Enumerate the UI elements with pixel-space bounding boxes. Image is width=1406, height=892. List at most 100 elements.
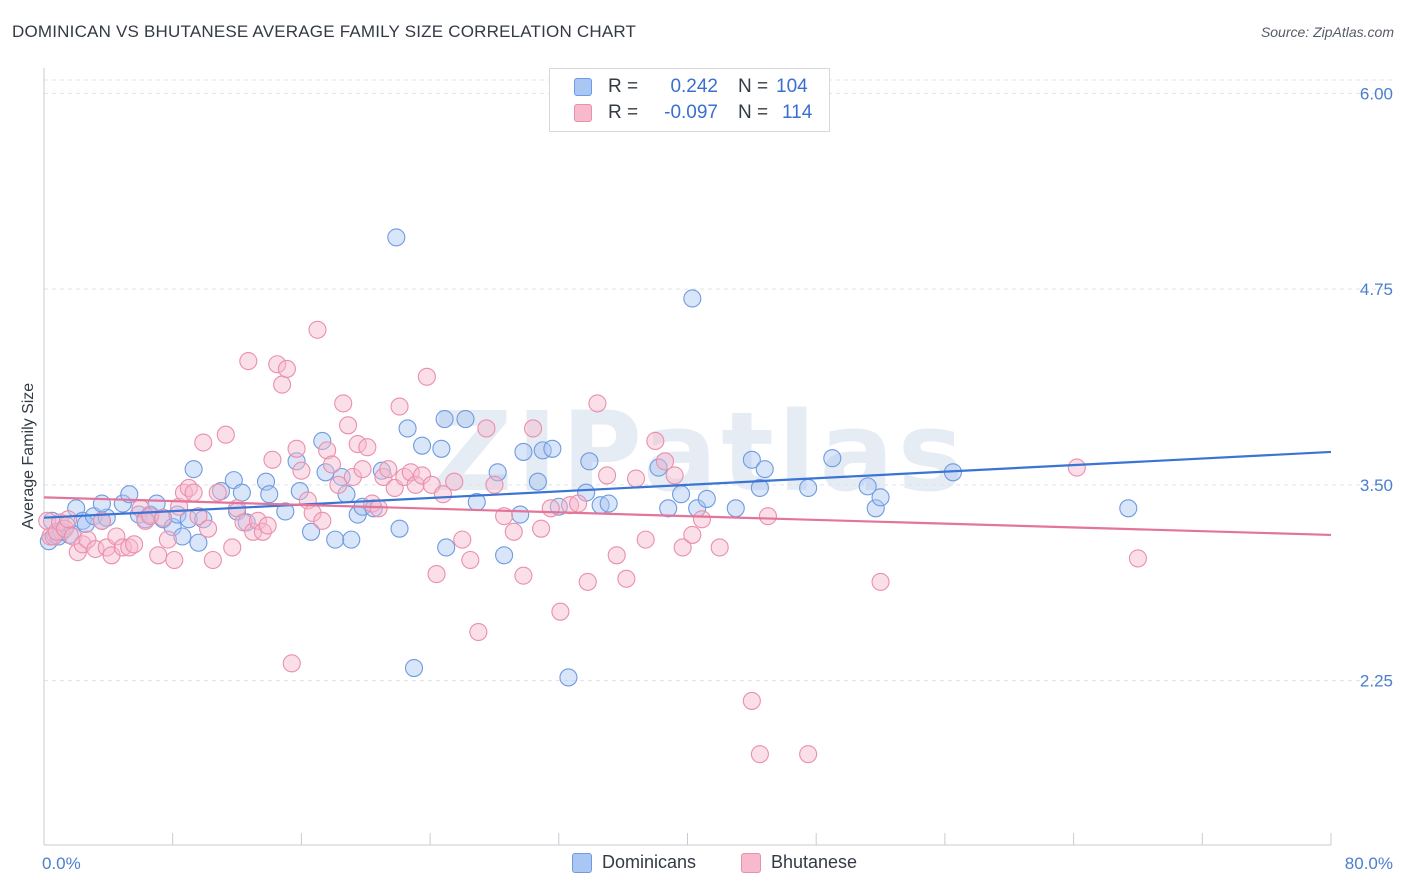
data-point: [469, 622, 488, 642]
data-point: [107, 527, 126, 546]
data-point: [353, 460, 372, 479]
data-point: [292, 461, 311, 480]
data-point: [697, 489, 716, 508]
data-point: [692, 510, 712, 529]
data-point: [404, 658, 424, 678]
data-point: [636, 530, 655, 549]
series-legend-dominicans: Dominicans: [572, 852, 696, 873]
data-point: [750, 745, 769, 764]
data-point: [823, 449, 842, 468]
data-point: [59, 510, 78, 529]
data-point: [742, 691, 761, 710]
data-point: [758, 507, 777, 526]
legend-row-bhutanese: R = -0.097 N = 114: [574, 101, 812, 125]
data-point: [750, 478, 769, 498]
data-point: [379, 460, 398, 479]
data-point: [871, 572, 890, 591]
data-point: [287, 452, 306, 471]
data-point: [329, 475, 348, 494]
data-point: [125, 535, 144, 554]
data-point: [871, 488, 890, 507]
data-point: [673, 538, 692, 557]
data-point: [318, 441, 337, 460]
data-point: [211, 482, 231, 501]
data-point: [514, 442, 533, 461]
data-point: [287, 439, 306, 458]
data-point: [277, 359, 296, 378]
data-point: [313, 511, 332, 530]
data-point: [120, 485, 139, 504]
data-point: [683, 525, 702, 544]
data-point: [223, 538, 242, 557]
data-point: [302, 522, 321, 541]
correlation-legend: R = 0.242 N = 104 R = -0.097 N = 114: [549, 68, 830, 132]
data-point: [799, 745, 818, 764]
watermark: ZIPatlas: [433, 388, 968, 516]
data-point: [417, 367, 436, 386]
data-point: [514, 566, 533, 585]
data-point: [453, 530, 472, 549]
data-point: [199, 519, 218, 538]
data-point: [528, 472, 547, 491]
legend-r-value: -0.097: [664, 102, 718, 123]
data-point: [92, 494, 111, 513]
x-tick-label: 0.0%: [42, 854, 81, 873]
data-point: [569, 494, 588, 513]
data-point: [543, 439, 562, 458]
data-point: [655, 452, 675, 471]
data-point: [532, 519, 551, 538]
data-point: [598, 466, 617, 485]
data-point: [578, 572, 597, 591]
y-axis-label: Average Family Size: [20, 383, 37, 530]
data-point: [234, 513, 253, 532]
data-point: [184, 483, 203, 502]
data-point: [495, 546, 514, 565]
data-point: [258, 516, 277, 535]
series-legend: Dominicans Bhutanese: [0, 852, 1406, 878]
data-point: [189, 507, 208, 526]
data-point: [372, 461, 391, 480]
data-point: [113, 538, 132, 557]
data-point: [511, 505, 530, 524]
data-point: [672, 485, 691, 504]
legend-swatch-dominicans: [574, 78, 592, 96]
legend-r-value: 0.242: [670, 76, 718, 97]
data-point: [533, 441, 552, 460]
data-point: [153, 508, 173, 527]
data-point: [216, 425, 235, 444]
data-point: [551, 602, 570, 621]
series-dominicans: [39, 228, 1138, 687]
data-point: [189, 533, 208, 552]
legend-n-label: N =: [738, 76, 769, 97]
data-point: [322, 455, 342, 474]
y-tick-label: 2.25: [1360, 672, 1393, 691]
data-point: [413, 466, 432, 485]
data-point: [456, 409, 475, 429]
data-point: [461, 550, 480, 570]
data-point: [683, 289, 702, 308]
data-point: [726, 499, 745, 518]
data-point: [173, 527, 192, 546]
data-point: [541, 499, 560, 518]
chart-source: Source: ZipAtlas.com: [1260, 24, 1394, 40]
data-point: [184, 460, 203, 479]
data-point: [477, 419, 496, 438]
data-point: [165, 550, 184, 570]
data-point: [858, 477, 877, 496]
data-point: [445, 472, 464, 491]
data-point: [313, 431, 332, 451]
data-point: [710, 538, 729, 557]
legend-row-dominicans: R = 0.242 N = 104: [574, 75, 808, 99]
data-point: [334, 394, 353, 413]
data-point: [755, 460, 774, 479]
legend-r-label: R =: [608, 102, 639, 123]
data-point: [659, 499, 678, 518]
legend-n-value: 114: [782, 102, 813, 123]
data-point: [1067, 458, 1086, 477]
y-tick-label: 6.00: [1360, 84, 1393, 103]
data-point: [599, 494, 618, 513]
data-point: [232, 483, 251, 502]
x-tick-label: 80.0%: [1345, 854, 1393, 873]
data-point: [208, 483, 227, 502]
data-point: [120, 538, 139, 557]
